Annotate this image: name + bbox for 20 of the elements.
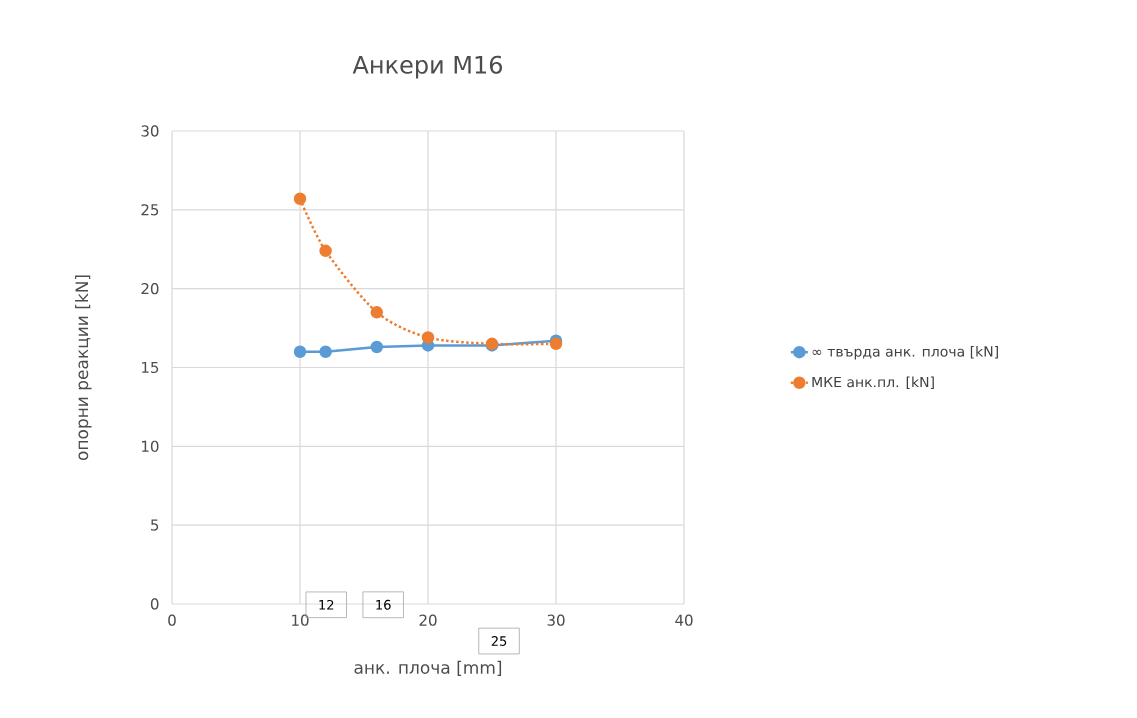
y-axis-title: опорни реакции [kN] bbox=[75, 275, 92, 461]
x-tick-label: 30 bbox=[547, 614, 565, 626]
x-tick-label: 40 bbox=[675, 614, 693, 626]
x-axis-title: анк. плоча [mm] bbox=[354, 660, 502, 676]
chart-title: Анкери М16 bbox=[352, 55, 503, 79]
y-tick-label: 0 bbox=[150, 598, 159, 610]
text: 25 bbox=[491, 636, 507, 646]
y-tick-label: 20 bbox=[141, 282, 159, 295]
y-tick-label: 10 bbox=[142, 440, 159, 452]
y-tick-label: 25 bbox=[141, 204, 159, 216]
x-tick-label: 0 bbox=[168, 614, 176, 626]
y-tick-label: 30 bbox=[141, 125, 159, 137]
legend-label: ∞ твърда анк. плоча [kN] bbox=[812, 345, 998, 360]
x-tick-label: 20 bbox=[419, 614, 437, 626]
x-tick-label: 10 bbox=[292, 614, 309, 626]
y-tick-label: 15 bbox=[142, 361, 159, 374]
legend-label: МКЕ анк.пл. [kN] bbox=[812, 376, 934, 389]
y-tick-label: 5 bbox=[151, 519, 159, 531]
annotation: 16 bbox=[376, 599, 391, 610]
annotation: 12 bbox=[319, 599, 334, 610]
